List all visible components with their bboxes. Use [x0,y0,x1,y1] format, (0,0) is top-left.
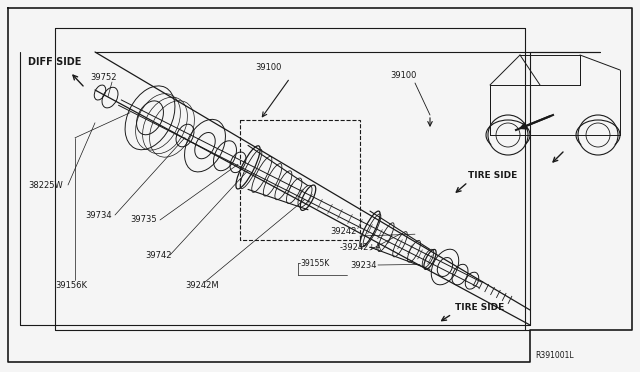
Text: 39155K: 39155K [300,259,329,267]
Text: TIRE SIDE: TIRE SIDE [468,170,517,180]
Text: 39734: 39734 [85,211,111,219]
Text: TIRE SIDE: TIRE SIDE [455,302,504,311]
Text: R391001L: R391001L [535,350,573,359]
Text: -39242+A: -39242+A [340,244,382,253]
Text: 39735: 39735 [130,215,157,224]
Text: 39242M: 39242M [185,280,219,289]
Text: 39100: 39100 [390,71,417,80]
Text: 38225W: 38225W [28,180,63,189]
Text: 39242: 39242 [330,228,356,237]
Text: DIFF SIDE: DIFF SIDE [28,57,81,67]
Bar [240,120,360,240]
Text: 39752: 39752 [90,74,116,83]
Text: 39742: 39742 [145,250,172,260]
Text: 39234: 39234 [350,260,376,269]
Text: 39100: 39100 [255,64,282,73]
Text: 39156K: 39156K [55,280,87,289]
